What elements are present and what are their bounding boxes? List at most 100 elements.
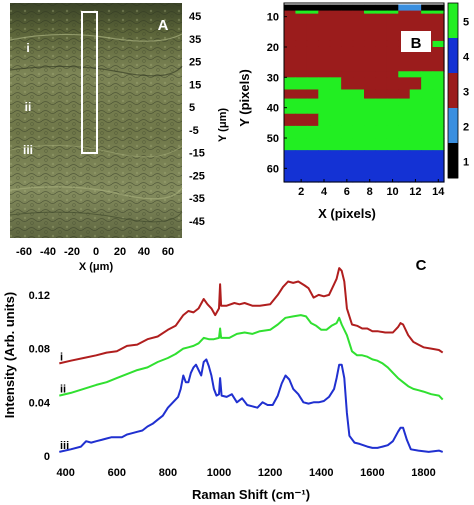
spectrum-line-ii [59, 314, 444, 401]
panel-a-x-tick-label: 20 [114, 246, 126, 258]
spectrum-label: ii [60, 384, 66, 396]
tissue-fiber-4 [9, 186, 183, 200]
heatmap-cell [306, 46, 319, 72]
spectrum-line-i [59, 267, 444, 365]
heatmap-cell [409, 98, 422, 115]
panel-b-x-tick-label: 6 [344, 186, 350, 198]
heatmap-cell [386, 10, 399, 15]
heatmap-cell [306, 77, 319, 91]
heatmap-cell [284, 150, 297, 183]
spectrum-label: iii [60, 440, 69, 452]
colorbar-segment [448, 38, 458, 74]
heatmap-cell [352, 10, 365, 15]
panel-a-y-tick-label: 15 [189, 79, 201, 91]
heatmap-cell [409, 138, 422, 151]
heatmap-cell [364, 10, 377, 15]
heatmap-cell [409, 77, 422, 91]
colorbar-frame [447, 2, 459, 179]
heatmap-cell [306, 150, 319, 183]
heatmap-cell [364, 150, 377, 183]
heatmap-cell [364, 125, 377, 139]
heatmap-cell [432, 150, 445, 183]
heatmap-cell [318, 98, 331, 115]
panel-a-x-tick-label: 60 [162, 246, 174, 258]
panel-c-x-tick-label: 1400 [309, 467, 333, 479]
heatmap-cell [409, 89, 422, 100]
panel-c-x-tick-label: 1600 [360, 467, 384, 479]
heatmap-cell [295, 40, 308, 48]
heatmap-cell [341, 98, 354, 115]
heatmap-cell [432, 89, 445, 100]
heatmap-cell [318, 150, 331, 183]
heatmap-cell [409, 71, 422, 78]
heatmap-cell [284, 13, 297, 42]
heatmap-cell [329, 138, 342, 151]
heatmap-cell [421, 10, 434, 15]
heatmap-cell [295, 71, 308, 78]
heatmap-cell [306, 125, 319, 139]
heatmap-cell [432, 46, 445, 72]
tissue-fiber-1 [9, 33, 183, 42]
heatmap-cell [364, 89, 377, 100]
panel-a-x-tick-label: 0 [93, 246, 99, 258]
heatmap-cell [284, 89, 297, 100]
heatmap-cell [318, 138, 331, 151]
panel-c-y-tick-label: 0.12 [29, 290, 50, 302]
heatmap-cell [398, 138, 411, 151]
heatmap-cell [375, 98, 388, 115]
tissue-fiber-5 [9, 211, 183, 223]
panel-b-y-axis-label: Y (pixels) [237, 69, 252, 127]
heatmap-cell [341, 13, 354, 42]
colorbar-tick-label: 3 [463, 87, 469, 99]
panel-c-y-axis-label: Intensity (Arb. units) [2, 292, 17, 418]
panel-b-y-tick-label: 10 [267, 12, 279, 24]
heatmap-cell [421, 77, 434, 91]
heatmap-cell [386, 71, 399, 78]
heatmap-cell [284, 4, 297, 12]
heatmap-cell [352, 40, 365, 48]
panel-c-y-tick-label: 0 [44, 451, 50, 463]
heatmap-cell [341, 71, 354, 78]
panel-a-layer-label: ii [25, 100, 32, 114]
heatmap-cell [329, 98, 342, 115]
heatmap-cell [341, 77, 354, 91]
heatmap-cell [375, 46, 388, 72]
panel-a-y-tick-label: -45 [189, 216, 205, 228]
panel-a-y-axis-label: Y (μm) [217, 108, 229, 142]
panel-b-y-tick-label: 50 [267, 133, 279, 145]
heatmap-cell [421, 113, 434, 127]
heatmap-cell [386, 89, 399, 100]
scan-region-box [81, 11, 98, 154]
heatmap-cell [295, 4, 308, 12]
panel-a-x-axis-label: X (μm) [79, 261, 114, 273]
heatmap-cell [295, 138, 308, 151]
heatmap-cell [318, 13, 331, 42]
heatmap-cell [318, 89, 331, 100]
panel-a-y-tick-label: -35 [189, 193, 205, 205]
heatmap-cell [375, 89, 388, 100]
heatmap-cell [295, 89, 308, 100]
panel-a-layer-label: iii [23, 143, 33, 157]
heatmap-cell [398, 77, 411, 91]
heatmap-cell [341, 40, 354, 48]
panel-a-y-tick-label: -15 [189, 148, 205, 160]
heatmap-cell [295, 10, 308, 15]
panel-c-label: C [416, 257, 427, 274]
heatmap-cell [306, 4, 319, 12]
heatmap-cell [432, 10, 445, 15]
panel-b-label-box [401, 31, 431, 52]
heatmap-cell [386, 125, 399, 139]
heatmap-cell [295, 113, 308, 127]
heatmap-cell [432, 138, 445, 151]
heatmap-cell [329, 89, 342, 100]
panel-a-x-tick-label: 40 [138, 246, 150, 258]
colorbar-segment [448, 73, 458, 109]
heatmap-cell [421, 98, 434, 115]
tissue-fiber-3 [9, 144, 183, 158]
panel-c-x-tick-label: 600 [108, 467, 126, 479]
panel-a-y-tick-label: -5 [189, 125, 199, 137]
heatmap-cell [421, 89, 434, 100]
